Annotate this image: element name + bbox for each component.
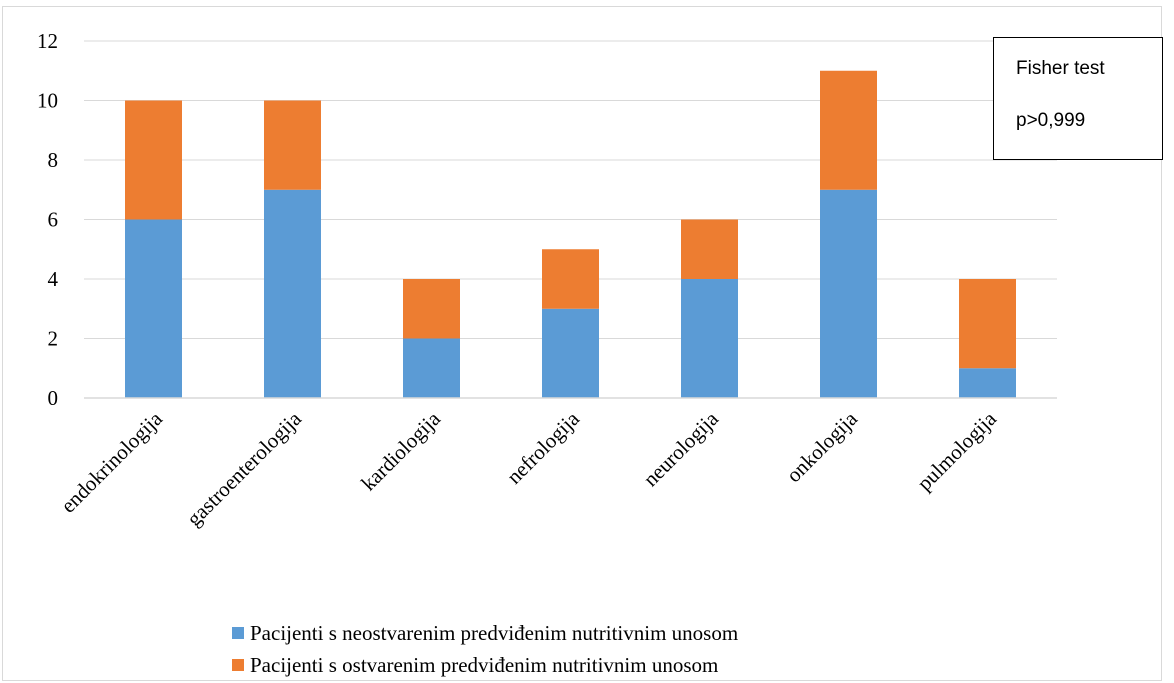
y-tick-label-8: 8 xyxy=(48,148,59,172)
gridlines xyxy=(84,40,1057,339)
fisher-test-annotation: Fisher test p>0,999 xyxy=(993,37,1163,160)
y-tick-label-6: 6 xyxy=(48,208,59,232)
bar-pulmologija-series-2 xyxy=(959,279,1016,369)
bar-endokrinologija-series-2 xyxy=(125,100,182,220)
legend-label-neostvarenim: Pacijenti s neostvarenim predviđenim nut… xyxy=(250,621,739,645)
annotation-test-name: Fisher test xyxy=(1016,58,1105,79)
x-category-label-gastroenterologija: gastroenterologija xyxy=(182,406,307,531)
bar-neurologija-series-2 xyxy=(681,219,738,279)
bar-endokrinologija-series-1 xyxy=(125,219,182,398)
y-tick-label-12: 12 xyxy=(37,29,58,53)
bar-onkologija-series-2 xyxy=(820,70,877,190)
bar-pulmologija-series-1 xyxy=(959,368,1016,398)
legend-item-neostvarenim: Pacijenti s neostvarenim predviđenim nut… xyxy=(232,620,738,646)
bar-onkologija-series-1 xyxy=(820,189,877,398)
bar-gastroenterologija-series-1 xyxy=(264,189,321,398)
y-tick-label-4: 4 xyxy=(48,267,59,291)
y-tick-labels: 0 2 4 6 8 10 12 xyxy=(37,29,59,410)
legend-item-ostvarenim: Pacijenti s ostvarenim predviđenim nutri… xyxy=(232,652,718,678)
y-tick-label-2: 2 xyxy=(48,327,59,351)
x-category-label-kardiologija: kardiologija xyxy=(356,406,445,495)
bar-nefrologija-series-1 xyxy=(542,308,599,398)
bar-kardiologija-series-1 xyxy=(403,338,460,398)
bars xyxy=(125,70,1016,398)
y-tick-label-0: 0 xyxy=(48,386,59,410)
x-category-label-nefrologija: nefrologija xyxy=(502,406,585,489)
legend-swatch-orange xyxy=(232,659,244,671)
x-category-label-onkologija: onkologija xyxy=(782,406,863,487)
bar-gastroenterologija-series-2 xyxy=(264,100,321,190)
x-category-label-neurologija: neurologija xyxy=(638,406,723,491)
bar-kardiologija-series-2 xyxy=(403,279,460,339)
bar-nefrologija-series-2 xyxy=(542,249,599,309)
x-category-label-pulmologija: pulmologija xyxy=(912,406,1001,495)
legend-swatch-blue xyxy=(232,627,244,639)
bar-neurologija-series-1 xyxy=(681,279,738,398)
x-category-label-endokrinologija: endokrinologija xyxy=(56,406,167,517)
legend-label-ostvarenim: Pacijenti s ostvarenim predviđenim nutri… xyxy=(250,653,719,677)
y-tick-label-10: 10 xyxy=(37,89,58,113)
annotation-p-value: p>0,999 xyxy=(1016,110,1086,131)
x-category-labels: endokrinologija gastroenterologija kardiol… xyxy=(56,406,1001,531)
